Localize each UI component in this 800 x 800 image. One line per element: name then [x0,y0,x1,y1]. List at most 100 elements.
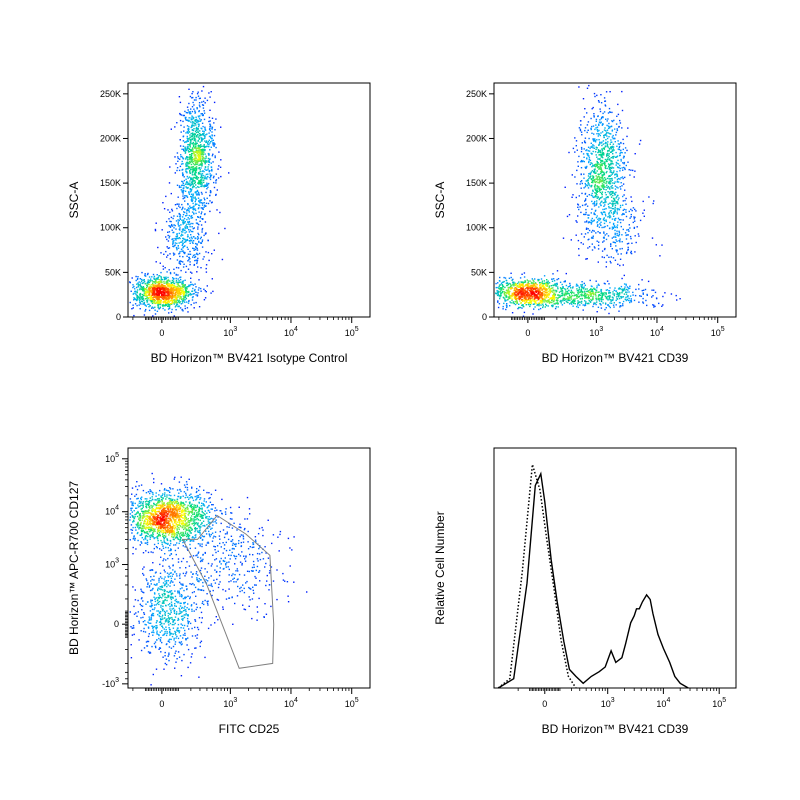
p1-event-dot [191,283,193,286]
p1-event-dot [184,147,186,149]
p2-event-dot [627,242,630,245]
p2-event-dot [611,173,613,175]
p1-event-dot [208,143,210,146]
p1-event-dot [197,162,199,164]
p1-event-dot [193,206,195,208]
p1-event-dot [174,286,177,288]
p2-event-dot [594,292,597,294]
p2-event-dot [586,112,588,114]
p2-event-dot [555,302,557,304]
p2-event-dot [538,303,540,305]
p2-event-dot [586,131,588,134]
p2-event-dot [616,232,618,235]
p2-event-dot [625,203,627,205]
p2-event-dot [505,308,507,311]
p1-event-dot [146,292,149,294]
p2-event-dot [572,147,575,150]
p2-event-dot [603,231,605,233]
p2-event-dot [514,303,517,306]
p2-event-dot [606,280,609,282]
p2-event-dot [507,283,509,286]
p2-event-dot [583,286,585,288]
p2-event-dot [606,225,609,227]
p2-event-dot [503,292,505,294]
p2-event-dot [587,181,589,184]
p2-event-dot [539,285,541,287]
p1-event-dot [190,156,192,158]
p2-event-dot [583,294,585,297]
p2-event-dot [603,222,606,225]
p1-event-dot [184,110,186,113]
p2-event-dot [609,194,611,196]
p1-event-dot [163,289,166,291]
p2-event-dot [541,299,543,302]
p1-event-dot [189,239,192,241]
p1-event-dot [177,294,180,296]
p1-event-dot [186,112,189,114]
p1-event-dot [191,217,194,219]
p1-event-dot [198,149,200,152]
p2-event-dot [600,167,602,169]
p2-event-dot [600,177,602,179]
p1-event-dot [194,173,196,175]
p2-event-dot [586,297,588,299]
p2-event-dot [593,230,595,232]
p1-event-dot [192,240,195,242]
p2-event-dot [588,246,591,248]
p2-event-dot [552,295,554,297]
p2-event-dot [601,174,603,176]
p1-event-dot [193,256,196,259]
p2-event-dot [630,169,632,171]
p2-event-dot [588,157,591,159]
p2-event-dot [583,116,585,118]
p2-event-dot [608,256,610,258]
p2-event-dot [572,305,574,307]
p1-event-dot [197,197,200,199]
p1-event-dot [193,176,195,179]
p1-event-dot [220,126,222,128]
p2-event-dot [600,211,602,214]
p1-event-dot [188,193,191,195]
p2-event-dot [608,305,610,307]
p1-event-dot [147,279,149,281]
p1-event-dot [197,131,199,133]
p1-event-dot [194,130,197,132]
p1-event-dot [163,304,165,306]
p1-event-dot [198,180,200,182]
p2-event-dot [646,293,648,296]
p2-event-dot [498,287,500,290]
p1-event-dot [181,282,183,284]
p1-event-dot [194,163,196,166]
p2-event-dot [634,170,636,172]
p2-event-dot [606,153,608,155]
p1-event-dot [176,152,179,154]
p2-event-dot [623,288,625,291]
p1-event-dot [190,188,193,190]
p1-event-dot [185,182,188,184]
p2-event-dot [521,296,523,299]
p1-event-dot [186,255,188,257]
p1-event-dot [158,307,160,310]
p1-event-dot [198,306,201,308]
p1-event-dot [186,159,189,161]
p1-event-dot [200,137,202,139]
p2-event-dot [624,168,626,171]
p1-event-dot [182,181,184,183]
p2-event-dot [517,290,520,292]
p2-event-dot [621,127,623,129]
p1-event-dot [195,147,198,149]
dots-layer [129,84,681,686]
p2-event-dot [587,302,589,304]
p2-event-dot [593,205,596,207]
p2-event-dot [596,170,598,172]
p1-event-dot [183,241,186,243]
p2-event-dot [578,195,580,197]
p1-event-dot [162,291,165,294]
p1-event-dot [148,303,150,305]
p2-event-dot [498,284,501,286]
p2-event-dot [564,186,566,188]
p1-event-dot [173,268,175,270]
p2-event-dot [616,181,618,183]
p2-event-dot [610,185,612,188]
p2-event-dot [595,148,597,150]
